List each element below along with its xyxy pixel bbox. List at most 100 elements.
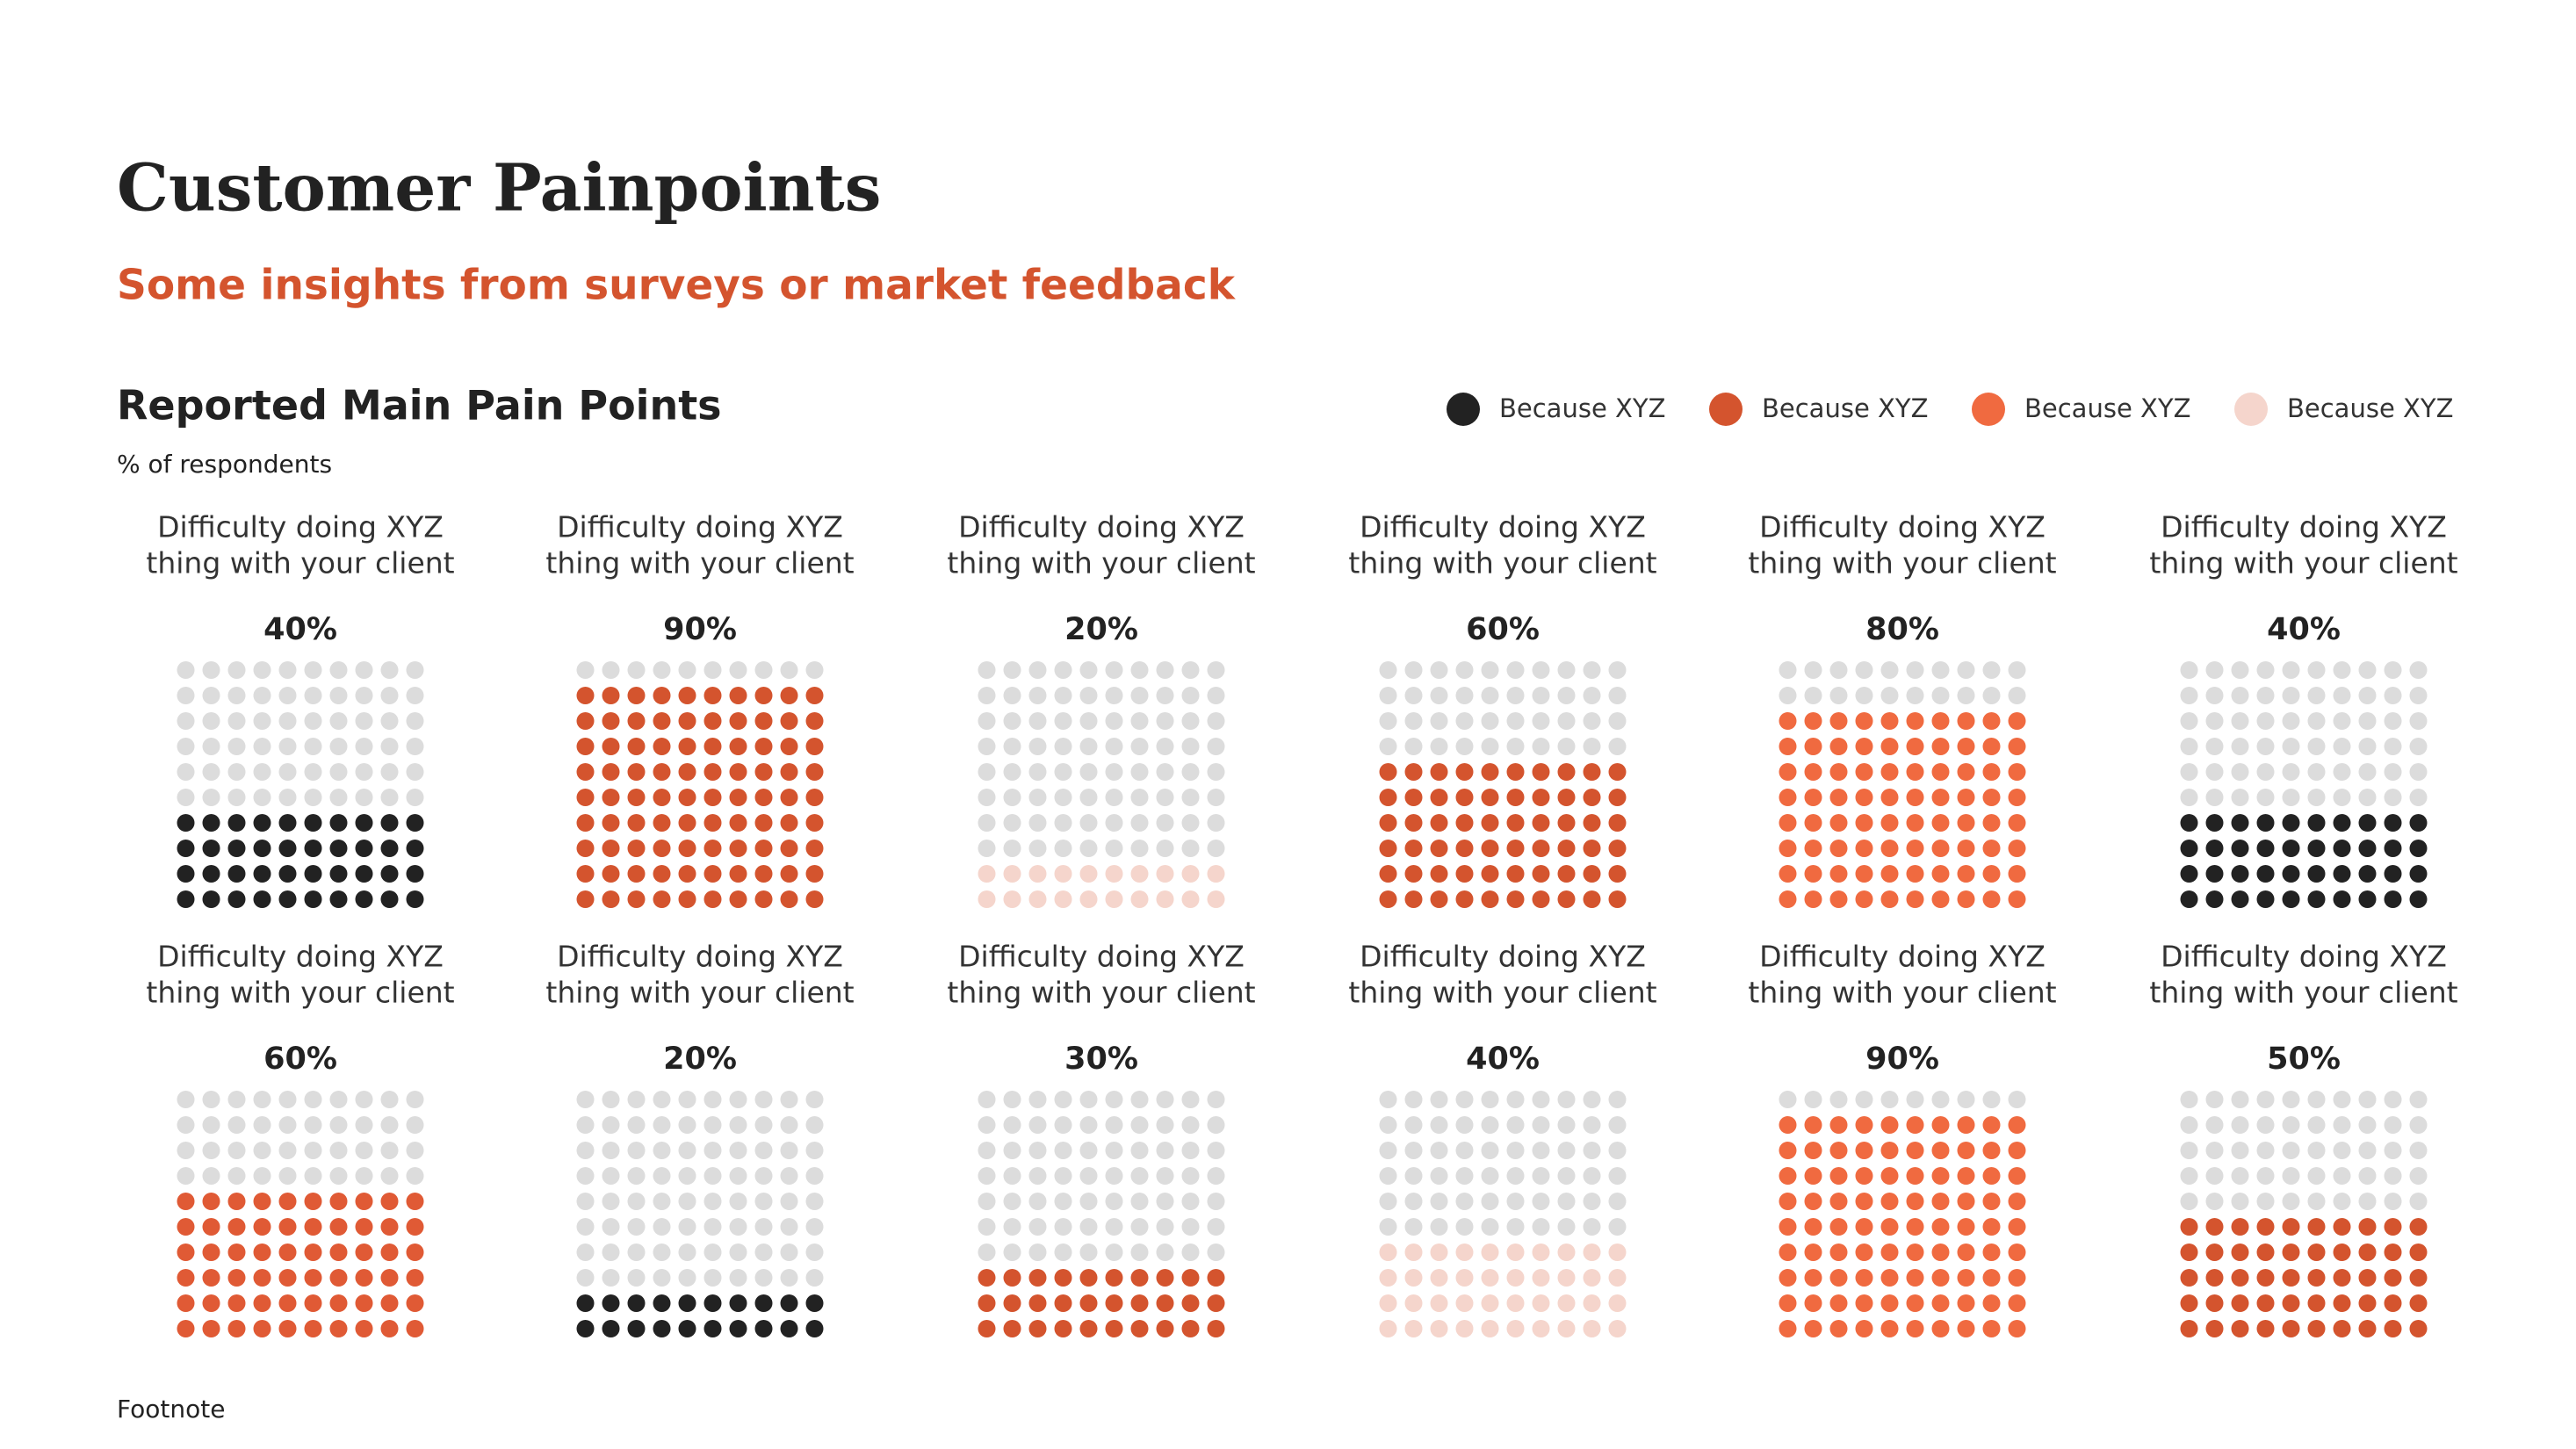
filled-dot [2409, 1320, 2428, 1337]
empty-dot [602, 1244, 620, 1261]
filled-dot [1608, 1244, 1627, 1261]
empty-dot [1532, 1218, 1550, 1236]
empty-dot [329, 1142, 348, 1159]
filled-dot [576, 712, 595, 730]
empty-dot [1156, 661, 1174, 679]
empty-dot [1455, 1091, 1474, 1108]
filled-dot [253, 840, 271, 857]
filled-dot [1804, 1193, 1822, 1210]
filled-dot [1804, 1142, 1822, 1159]
filled-dot [1906, 1244, 1924, 1261]
empty-dot [304, 1142, 322, 1159]
empty-dot [805, 1116, 824, 1134]
empty-dot [304, 661, 322, 679]
filled-dot [1557, 1294, 1576, 1312]
filled-dot [704, 890, 722, 908]
filled-dot [1957, 890, 1975, 908]
empty-dot [1506, 661, 1525, 679]
filled-dot [2008, 738, 2026, 755]
filled-dot [2205, 1244, 2224, 1261]
filled-dot [2008, 1269, 2026, 1287]
filled-dot [729, 814, 747, 832]
filled-dot [805, 814, 824, 832]
filled-dot [1532, 1320, 1550, 1337]
filled-dot [1779, 789, 1797, 806]
empty-dot [278, 763, 297, 781]
filled-dot [704, 814, 722, 832]
filled-dot [729, 890, 747, 908]
filled-dot [729, 712, 747, 730]
filled-dot [1532, 789, 1550, 806]
filled-dot [1105, 865, 1123, 883]
empty-dot [1455, 1116, 1474, 1134]
empty-dot [406, 1167, 424, 1185]
legend-label: Because XYZ [1762, 393, 1928, 423]
filled-dot [1430, 1244, 1448, 1261]
empty-dot [2180, 1167, 2198, 1185]
empty-dot [1181, 814, 1200, 832]
filled-dot [329, 1244, 348, 1261]
chart-label: Difficulty doing XYZ [1759, 510, 2046, 544]
filled-dot [1880, 1167, 1899, 1185]
filled-dot [1455, 789, 1474, 806]
filled-dot [2333, 1320, 2351, 1337]
filled-dot [2384, 1244, 2402, 1261]
empty-dot [1207, 840, 1225, 857]
filled-dot [1906, 1218, 1924, 1236]
filled-dot [1982, 738, 2001, 755]
legend-label: Because XYZ [2024, 393, 2190, 423]
filled-dot [1481, 890, 1499, 908]
filled-dot [1957, 1193, 1975, 1210]
filled-dot [2231, 1320, 2249, 1337]
filled-dot [406, 890, 424, 908]
empty-dot [1054, 661, 1072, 679]
filled-dot [2231, 865, 2249, 883]
empty-dot [2231, 1193, 2249, 1210]
empty-dot [253, 1116, 271, 1134]
empty-dot [1608, 1218, 1627, 1236]
empty-dot [278, 687, 297, 704]
filled-dot [1982, 1244, 2001, 1261]
filled-dot [2282, 1244, 2300, 1261]
empty-dot [355, 687, 373, 704]
filled-dot [1532, 763, 1550, 781]
empty-dot [227, 712, 246, 730]
filled-dot [2282, 1218, 2300, 1236]
filled-dot [1880, 1142, 1899, 1159]
empty-dot [2307, 1116, 2326, 1134]
empty-dot [627, 1142, 646, 1159]
empty-dot [1532, 1193, 1550, 1210]
empty-dot [1608, 712, 1627, 730]
filled-dot [1804, 738, 1822, 755]
empty-dot [1957, 687, 1975, 704]
filled-dot [1130, 1320, 1149, 1337]
empty-dot [678, 1116, 696, 1134]
filled-dot [2384, 1218, 2402, 1236]
empty-dot [805, 661, 824, 679]
filled-dot [2307, 1218, 2326, 1236]
empty-dot [1404, 738, 1423, 755]
filled-dot [1379, 789, 1397, 806]
filled-dot [1532, 1269, 1550, 1287]
filled-dot [1404, 763, 1423, 781]
filled-dot [1506, 763, 1525, 781]
empty-dot [2282, 661, 2300, 679]
filled-dot [1430, 763, 1448, 781]
empty-dot [627, 1091, 646, 1108]
filled-dot [380, 840, 399, 857]
filled-dot [304, 814, 322, 832]
chart-label: thing with your client [947, 546, 1255, 580]
empty-dot [2307, 1091, 2326, 1108]
empty-dot [729, 1116, 747, 1134]
filled-dot [780, 1320, 798, 1337]
empty-dot [1506, 1218, 1525, 1236]
footnote: Footnote [117, 1395, 225, 1424]
filled-dot [2008, 840, 2026, 857]
empty-dot [1379, 1218, 1397, 1236]
filled-dot [1829, 890, 1848, 908]
filled-dot [1855, 1320, 1873, 1337]
empty-dot [1105, 763, 1123, 781]
empty-dot [253, 687, 271, 704]
empty-dot [576, 1142, 595, 1159]
chart-label: Difficulty doing XYZ [157, 510, 444, 544]
